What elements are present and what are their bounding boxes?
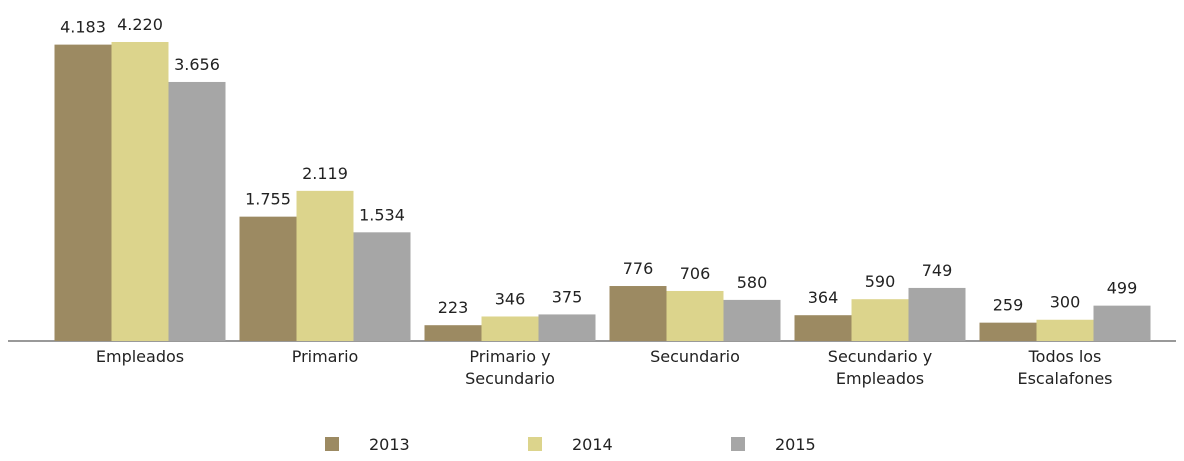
x-tick-label: Primario y Secundario	[465, 347, 555, 388]
value-label: 375	[552, 287, 583, 306]
legend-label: 2015	[775, 435, 816, 454]
x-tick-label: Todos los Escalafones	[1017, 347, 1113, 388]
x-tick-label: Primario	[291, 347, 359, 366]
bar	[538, 314, 596, 341]
value-label: 749	[922, 261, 953, 280]
value-label: 499	[1107, 279, 1138, 298]
value-label: 776	[623, 259, 654, 278]
bar	[908, 287, 966, 341]
bar	[1093, 305, 1151, 341]
bar	[239, 216, 297, 341]
value-label: 4.183	[60, 18, 106, 37]
bar	[1036, 319, 1094, 341]
bar	[424, 325, 482, 341]
bar	[851, 299, 909, 341]
value-label: 364	[808, 288, 839, 307]
bar	[54, 44, 112, 342]
value-label: 580	[737, 273, 768, 292]
bar	[979, 322, 1037, 341]
value-label: 706	[680, 264, 711, 283]
value-label: 259	[993, 296, 1024, 315]
x-tick-label: Empleados	[95, 347, 185, 366]
x-tick-label: Secundario	[650, 347, 740, 366]
value-label: 1.755	[245, 190, 291, 209]
value-label: 2.119	[302, 164, 348, 183]
bar	[666, 290, 724, 341]
value-label: 4.220	[117, 15, 163, 34]
bar	[168, 81, 226, 342]
value-label: 300	[1050, 293, 1081, 312]
legend-swatch	[731, 437, 745, 451]
bar	[111, 42, 169, 341]
x-tick-label: Secundario y Empleados	[827, 347, 933, 388]
value-label: 3.656	[174, 55, 220, 74]
value-label: 346	[495, 289, 526, 308]
bar	[794, 315, 852, 341]
bar	[609, 286, 667, 341]
bar	[296, 190, 354, 341]
legend-label: 2013	[369, 435, 410, 454]
legend-label: 2014	[572, 435, 613, 454]
bar	[481, 316, 539, 341]
bar	[353, 232, 411, 341]
value-label: 590	[865, 272, 896, 291]
legend-swatch	[528, 437, 542, 451]
value-label: 1.534	[359, 205, 405, 224]
bar	[723, 299, 781, 341]
value-label: 223	[438, 298, 469, 317]
legend-swatch	[325, 437, 339, 451]
